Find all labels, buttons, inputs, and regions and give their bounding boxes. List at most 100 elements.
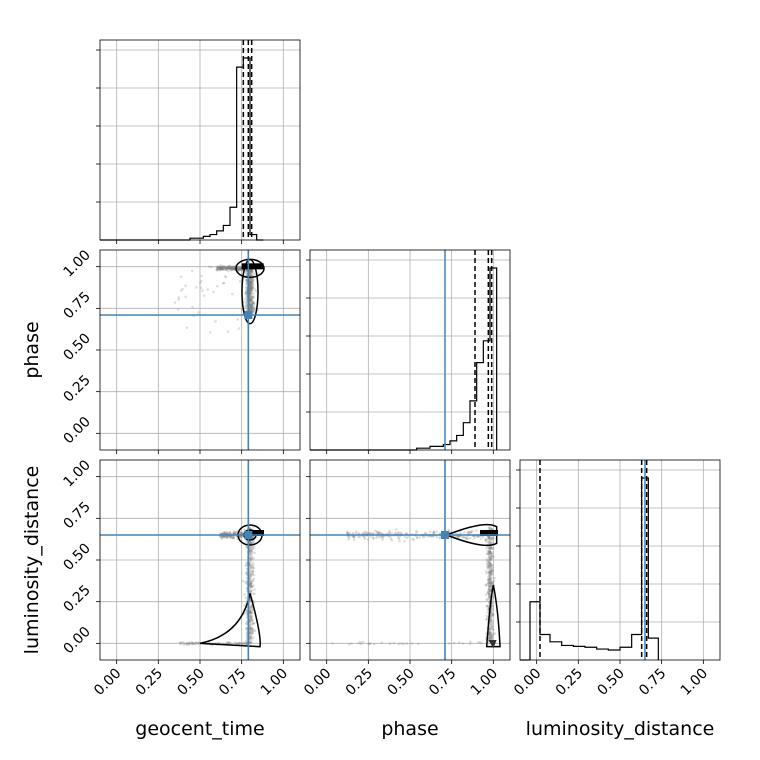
sample-point xyxy=(226,266,229,270)
sample-point xyxy=(220,535,223,539)
sample-point xyxy=(232,536,235,540)
sample-point xyxy=(179,275,183,278)
sample-point xyxy=(250,541,254,545)
contour-core xyxy=(480,530,498,536)
sample-point xyxy=(249,589,252,593)
sample-point xyxy=(248,606,252,609)
sample-point xyxy=(216,266,219,270)
sample-point xyxy=(232,531,236,535)
sample-point xyxy=(371,531,375,535)
sample-point xyxy=(248,582,252,586)
sample-point xyxy=(251,573,254,576)
sample-point xyxy=(250,297,253,301)
sample-point xyxy=(438,536,441,540)
sample-point xyxy=(490,554,494,558)
sample-point xyxy=(250,306,254,310)
sample-point xyxy=(250,270,253,273)
sample-point xyxy=(220,535,224,539)
sample-point xyxy=(248,549,252,553)
sample-point xyxy=(489,572,492,576)
sample-point xyxy=(229,266,233,270)
sample-point xyxy=(226,532,229,535)
sample-point xyxy=(244,278,248,282)
sample-point xyxy=(487,567,490,570)
sample-point xyxy=(488,578,492,582)
sample-point xyxy=(487,580,490,584)
sample-point xyxy=(431,535,434,538)
sample-point xyxy=(249,295,253,299)
sample-point xyxy=(363,537,367,540)
sample-point xyxy=(252,309,255,312)
sample-point xyxy=(244,305,247,308)
sample-point xyxy=(428,530,432,534)
sample-point xyxy=(487,550,491,554)
sample-point xyxy=(239,267,242,271)
sample-point xyxy=(490,546,493,550)
sample-point xyxy=(253,629,257,632)
sample-point xyxy=(220,265,224,269)
sample-point xyxy=(248,587,252,590)
sample-point xyxy=(220,266,224,270)
sample-point xyxy=(466,531,469,535)
sample-point xyxy=(250,616,253,619)
sample-point xyxy=(490,537,494,540)
sample-point xyxy=(249,550,252,553)
sample-point xyxy=(415,529,418,533)
sample-point xyxy=(489,557,492,561)
sample-point xyxy=(487,578,491,581)
sample-point xyxy=(249,575,253,578)
sample-point xyxy=(249,281,253,284)
sample-point xyxy=(212,290,215,294)
sample-point xyxy=(248,629,252,632)
sample-point xyxy=(488,628,492,631)
sample-point xyxy=(181,287,184,291)
sample-point xyxy=(397,536,400,540)
sample-point xyxy=(245,290,248,293)
sample-point xyxy=(248,572,252,576)
sample-point xyxy=(249,615,253,619)
sample-point xyxy=(217,641,221,645)
sample-point xyxy=(251,618,254,622)
sample-point xyxy=(249,297,253,301)
sample-point xyxy=(220,537,224,541)
sample-point xyxy=(219,263,222,267)
histogram-geocent-time xyxy=(189,57,264,241)
sample-point xyxy=(249,610,252,614)
sample-point xyxy=(252,311,255,315)
sample-point xyxy=(217,267,220,270)
sample-point xyxy=(248,574,252,578)
sample-point xyxy=(448,642,451,645)
sample-point xyxy=(228,532,232,535)
sample-point xyxy=(249,269,253,273)
sample-point xyxy=(249,307,253,311)
sample-point xyxy=(380,641,384,644)
sample-point xyxy=(231,265,234,269)
sample-point xyxy=(249,549,253,553)
contour-mid xyxy=(235,258,265,279)
sample-point xyxy=(248,291,252,294)
sample-point xyxy=(489,632,492,635)
y-tick-label: 0.50 xyxy=(60,330,93,363)
sample-point xyxy=(253,592,256,596)
sample-point xyxy=(249,620,252,624)
sample-point xyxy=(233,531,236,535)
sample-point xyxy=(221,535,224,538)
sample-point xyxy=(248,280,252,283)
sample-point xyxy=(216,265,219,269)
sample-point xyxy=(248,280,252,284)
sample-point xyxy=(490,539,494,542)
sample-point xyxy=(195,286,198,289)
sample-point xyxy=(219,267,223,270)
sample-point xyxy=(250,303,253,307)
sample-point xyxy=(254,289,258,293)
sample-point xyxy=(250,268,254,272)
sample-point xyxy=(489,562,492,566)
sample-point xyxy=(248,614,252,617)
sample-point xyxy=(487,546,491,549)
sample-point xyxy=(220,266,224,269)
sample-point xyxy=(226,641,229,644)
sample-point xyxy=(435,530,439,533)
sample-point xyxy=(484,618,488,621)
sample-point xyxy=(250,305,254,309)
